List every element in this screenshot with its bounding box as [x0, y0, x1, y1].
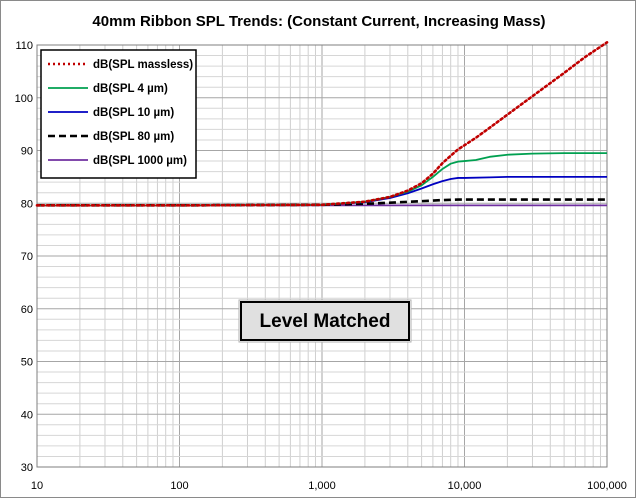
legend-label: dB(SPL 4 µm) — [93, 83, 168, 95]
y-tick-label: 40 — [21, 409, 33, 421]
axes: 30 40 50 60 70 80 90 100 110 10 100 1,000 10,000 100,… — [15, 40, 627, 492]
y-tick-label: 80 — [21, 198, 33, 210]
x-tick-label: 100,000 — [587, 480, 627, 492]
legend-label: dB(SPL 10 µm) — [93, 107, 174, 119]
y-tick-label: 100 — [15, 93, 33, 105]
plot-area — [36, 44, 608, 468]
chart-title: 40mm Ribbon SPL Trends: (Constant Curren… — [92, 13, 545, 30]
x-tick-label: 10,000 — [448, 480, 482, 492]
x-tick-label: 1,000 — [308, 480, 336, 492]
legend-label: dB(SPL 80 µm) — [93, 131, 174, 143]
y-tick-label: 50 — [21, 357, 33, 369]
legend-label: dB(SPL 1000 µm) — [93, 155, 187, 167]
y-tick-label: 30 — [21, 462, 33, 474]
series-line — [37, 198, 607, 207]
y-tick-label: 110 — [15, 40, 33, 52]
y-tick-label: 70 — [21, 251, 33, 263]
legend-label: dB(SPL massless) — [93, 59, 193, 71]
series-line — [35, 41, 609, 207]
y-tick-label: 90 — [21, 146, 33, 158]
annotation-label: Level Matched — [260, 311, 391, 332]
x-tick-label: 100 — [170, 480, 188, 492]
series — [35, 41, 609, 207]
y-tick-label: 60 — [21, 304, 33, 316]
x-tick-label: 10 — [31, 480, 43, 492]
legend: dB(SPL massless) dB(SPL 4 µm) dB(SPL 10 µm… — [40, 49, 197, 179]
legend-box — [40, 49, 197, 179]
annotation-box: Level Matched — [238, 299, 412, 343]
